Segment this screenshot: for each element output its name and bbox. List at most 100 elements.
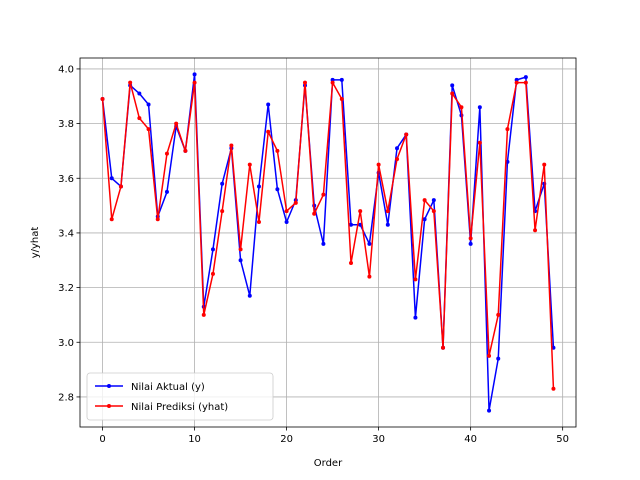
data-point (146, 127, 151, 132)
data-point (128, 80, 133, 85)
data-point (505, 127, 510, 132)
data-point (275, 187, 280, 192)
data-point (256, 220, 261, 224)
data-point (238, 247, 243, 252)
y-tick-label: 3.6 (58, 174, 74, 185)
data-point (109, 217, 114, 222)
data-point (422, 198, 427, 203)
x-tick-label: 0 (99, 434, 105, 445)
grid (80, 58, 576, 427)
data-point (238, 258, 243, 263)
x-tick-label: 50 (556, 434, 569, 445)
data-point (431, 209, 436, 214)
legend-box (86, 372, 274, 421)
data-point (459, 105, 464, 110)
data-point (450, 83, 455, 88)
y-tick-label: 4.0 (58, 64, 74, 75)
data-point (542, 162, 547, 167)
series-predicted (100, 80, 556, 391)
data-point (284, 220, 289, 224)
data-point (312, 211, 317, 216)
data-point (551, 386, 556, 391)
data-point (100, 97, 105, 101)
data-point (174, 121, 179, 126)
data-point (183, 148, 188, 153)
data-point (266, 102, 271, 107)
data-point (146, 102, 151, 107)
data-point (413, 277, 418, 282)
data-point (367, 241, 372, 246)
data-point (450, 91, 455, 96)
data-point (201, 312, 206, 317)
data-point (349, 222, 354, 227)
data-point (293, 200, 298, 205)
legend-swatch-marker (107, 384, 111, 388)
data-point (367, 274, 372, 279)
data-point (477, 105, 482, 110)
data-point (192, 80, 197, 85)
data-point (256, 184, 261, 189)
y-tick-label: 3.0 (58, 338, 74, 349)
legend-label: Nilai Prediksi (yhat) (131, 402, 228, 413)
data-point (275, 148, 280, 153)
ticks: 0 10 20 30 40 50 2.8 3.0 3.2 3.4 3.6 3.8 4.0 (58, 64, 569, 445)
plot-frame (79, 57, 577, 428)
data-point (210, 271, 215, 276)
data-point (220, 209, 225, 214)
data-point (514, 77, 519, 82)
data-point (431, 198, 436, 203)
series-layer (100, 72, 556, 413)
x-tick-label: 40 (464, 434, 477, 445)
data-point (358, 222, 363, 227)
data-point (496, 312, 501, 317)
data-point (496, 356, 501, 361)
data-point (349, 261, 354, 265)
x-tick-label: 20 (280, 434, 293, 445)
data-point (477, 140, 482, 145)
data-point (330, 77, 335, 82)
data-point (523, 75, 528, 80)
data-point (284, 209, 289, 214)
data-point (339, 77, 344, 82)
series-line (101, 81, 555, 389)
y-tick-label: 2.8 (58, 392, 74, 403)
data-point (468, 241, 473, 246)
y-axis-label: y/yhat (30, 227, 41, 259)
legend-label: Nilai Aktual (y) (131, 382, 205, 393)
data-point (192, 72, 197, 77)
data-point (109, 176, 114, 181)
data-point (137, 91, 142, 96)
x-tick-label: 10 (188, 434, 201, 445)
data-point (164, 189, 169, 194)
data-point (330, 80, 335, 85)
data-point (358, 209, 363, 214)
data-point (487, 353, 492, 358)
y-tick-label: 3.2 (58, 283, 74, 294)
data-point (247, 293, 252, 298)
data-point (385, 222, 390, 227)
data-point (395, 157, 400, 162)
y-tick-label: 3.4 (58, 228, 74, 239)
data-point (321, 241, 326, 246)
data-point (137, 116, 142, 121)
data-point (229, 143, 234, 148)
data-point (247, 162, 252, 167)
data-point (155, 217, 160, 222)
x-axis-label: Order (314, 458, 343, 469)
data-point (210, 247, 215, 252)
x-tick-label: 30 (372, 434, 385, 445)
data-point (514, 80, 519, 85)
data-point (413, 315, 418, 320)
data-point (164, 151, 169, 156)
data-point (118, 184, 123, 189)
data-point (395, 146, 400, 151)
data-point (533, 228, 538, 233)
data-point (339, 97, 344, 101)
data-point (422, 217, 427, 222)
data-point (321, 192, 326, 197)
data-point (385, 209, 390, 214)
y-tick-label: 3.8 (58, 119, 74, 130)
data-point (487, 408, 492, 413)
data-point (376, 162, 381, 167)
data-point (441, 345, 446, 350)
